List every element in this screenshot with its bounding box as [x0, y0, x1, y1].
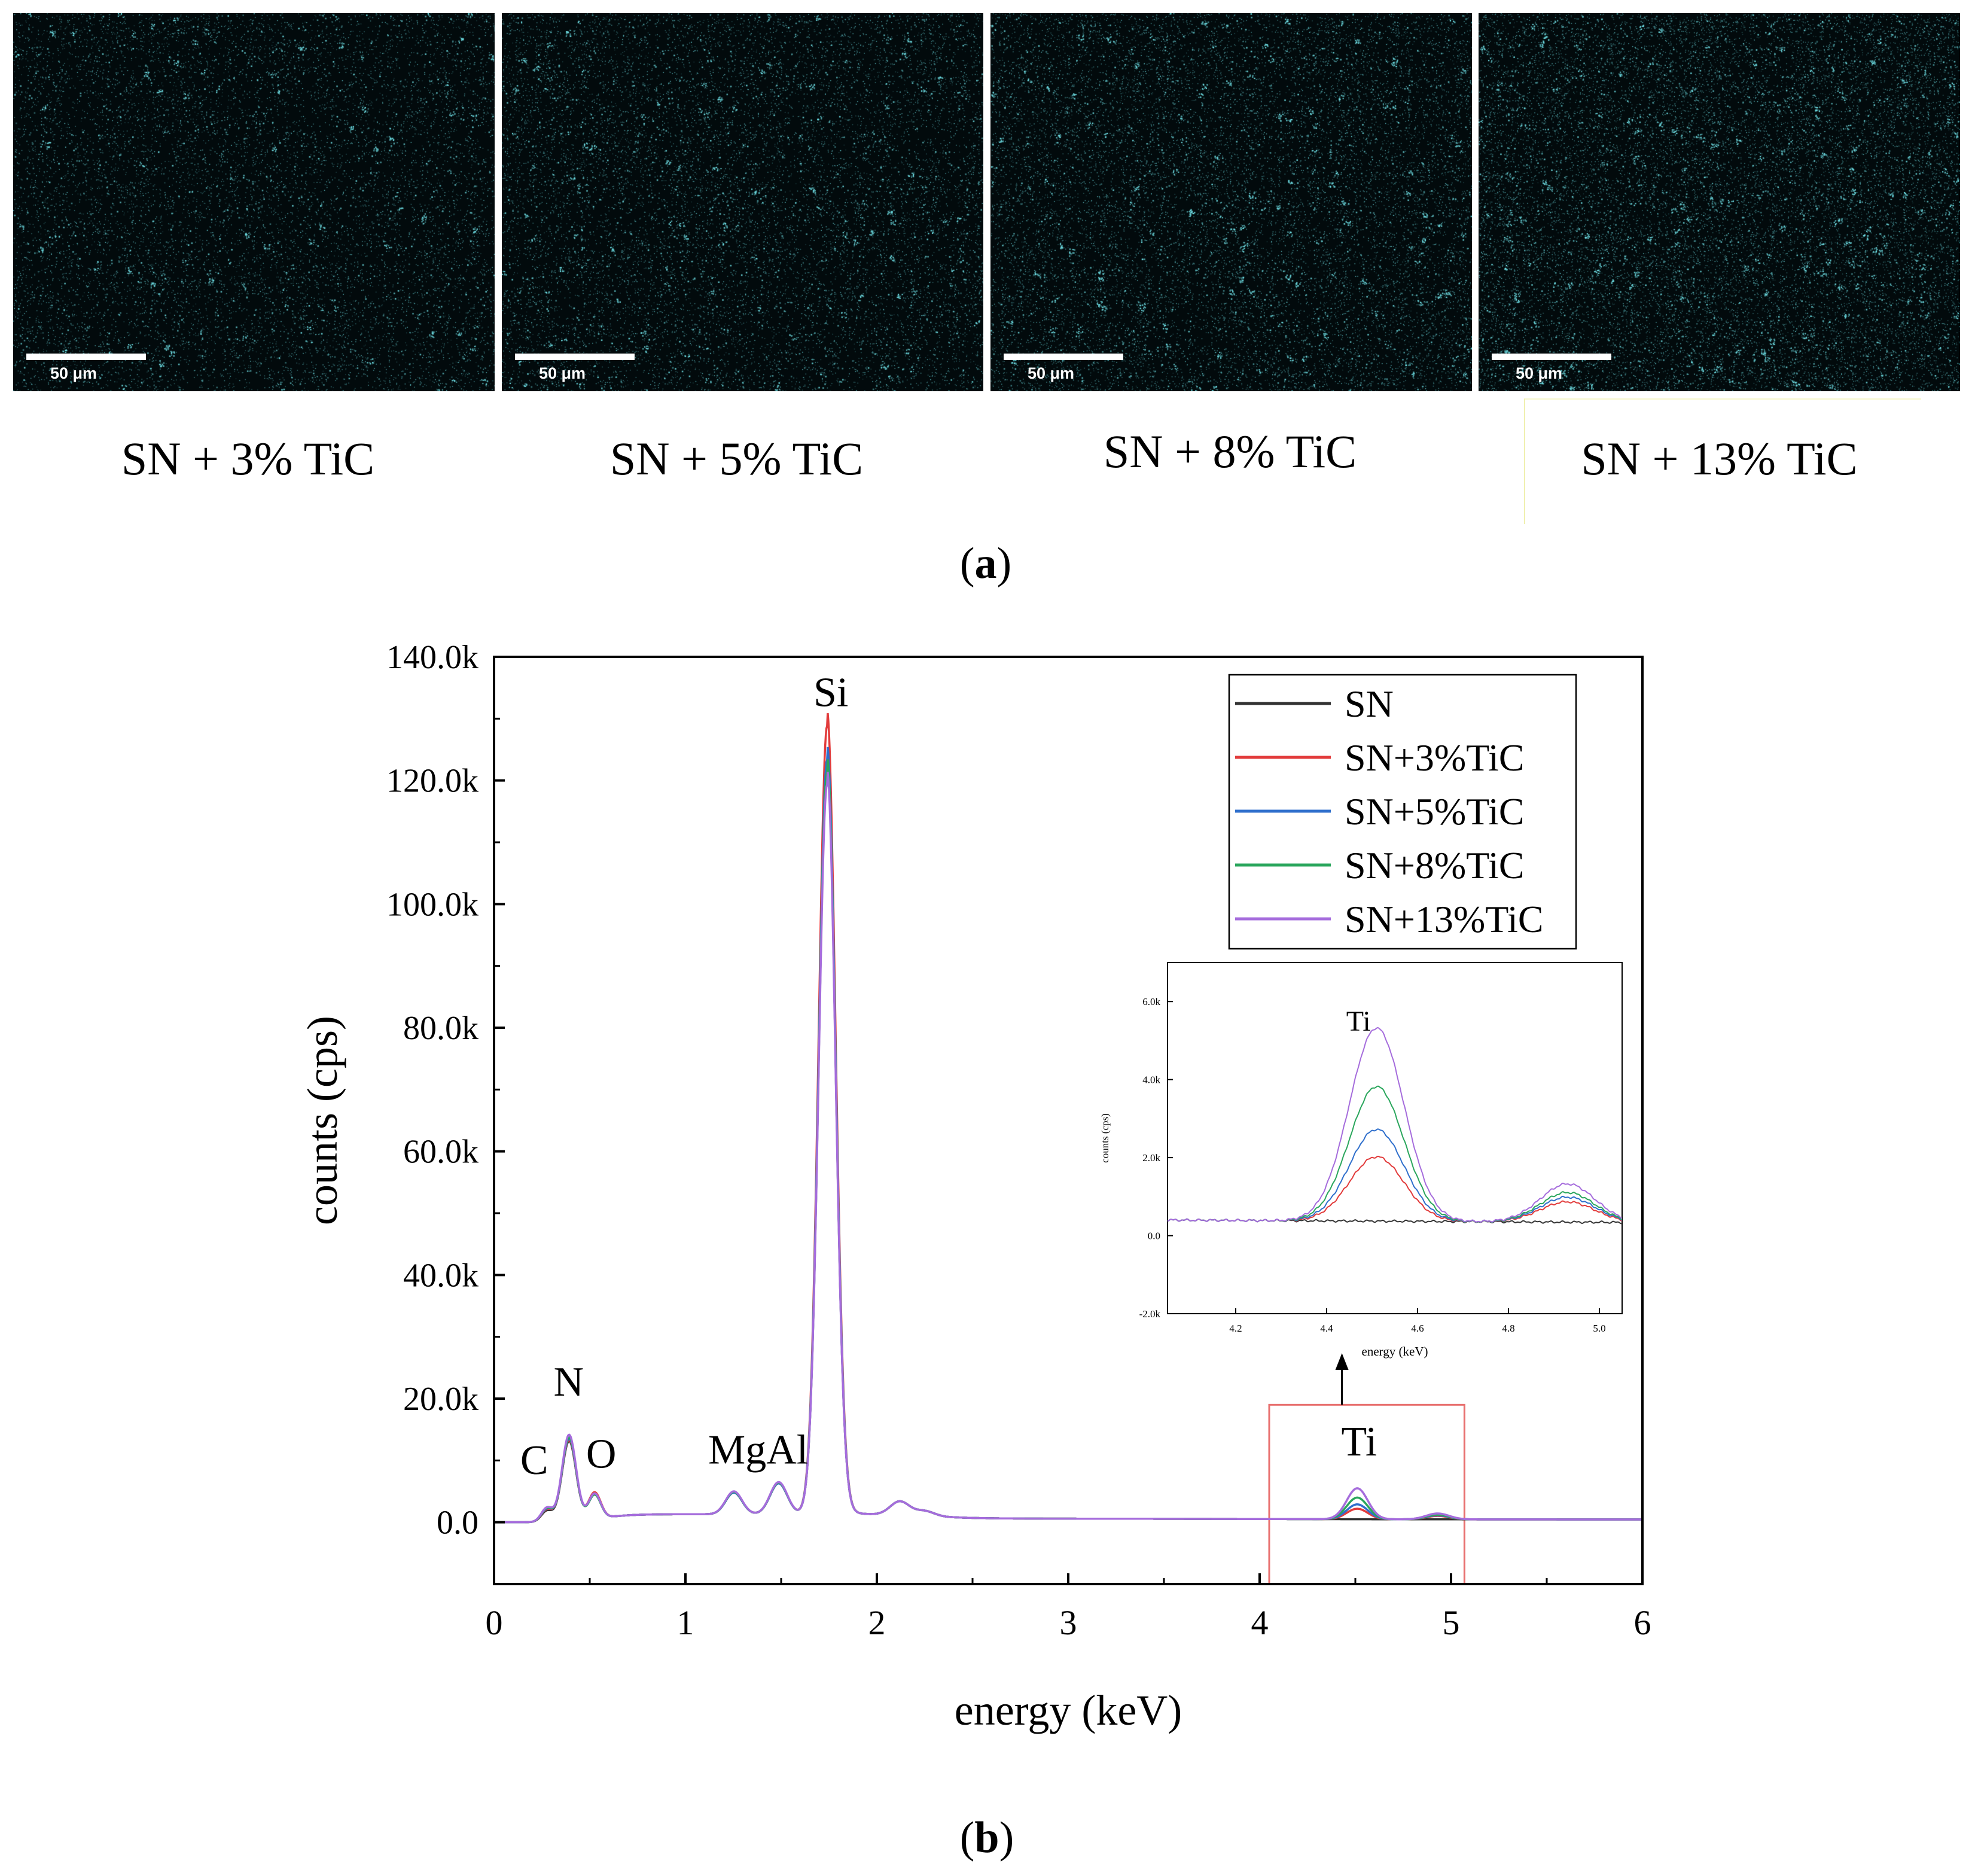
- inset-x-tick-label: 4.8: [1502, 1323, 1514, 1334]
- peak-label-c: C: [520, 1438, 548, 1484]
- eds-map-8pct: 50 μm: [990, 13, 1472, 391]
- peak-label-n: N: [554, 1359, 584, 1405]
- inset-y-tick-label: 2.0k: [1142, 1152, 1160, 1164]
- y-tick-label: 80.0k: [403, 1010, 478, 1047]
- panel-label-a: (a): [959, 539, 1012, 588]
- inset-plot: -2.0k 0.0 2.0k 4.0k 6.0k 4.2 4.4 4.6 4.8 5.0 energ…: [1099, 962, 1623, 1359]
- eds-map-5pct: 50 μm: [502, 13, 983, 391]
- y-tick-label: 20.0k: [403, 1381, 478, 1418]
- x-tick-label: 2: [868, 1603, 886, 1642]
- scale-bar: [1492, 354, 1611, 360]
- peak-label-o: O: [586, 1432, 617, 1478]
- peak-label-si: Si: [813, 670, 848, 716]
- eds-map-3pct: 50 μm: [13, 13, 495, 391]
- scale-label: 50 μm: [539, 364, 586, 382]
- y-axis-title: counts (cps): [298, 1016, 346, 1225]
- scale-bar: [1004, 354, 1123, 360]
- map-caption: SN + 8% TiC: [1103, 425, 1357, 477]
- scale-bar: [26, 354, 146, 360]
- inset-x-tick-label: 4.4: [1320, 1323, 1333, 1334]
- x-tick-label: 4: [1251, 1603, 1269, 1642]
- main-plot: 0.020.0k40.0k60.0k80.0k100.0k120.0k140.0…: [298, 639, 1651, 1734]
- peak-label-ti: Ti: [1342, 1419, 1377, 1465]
- scale-label: 50 μm: [1028, 364, 1075, 382]
- map-caption: SN + 3% TiC: [121, 433, 375, 485]
- x-tick-label: 1: [677, 1603, 694, 1642]
- caption-frame: [1524, 398, 1921, 524]
- panel-label-b: (b): [959, 1813, 1014, 1862]
- inset-y-tick-label: 6.0k: [1142, 996, 1160, 1007]
- legend: SN SN+3%TiC SN+5%TiC SN+8%TiC SN+13%TiC: [1228, 674, 1577, 950]
- scale-bar: [515, 354, 635, 360]
- inset-frame: [1167, 962, 1623, 1314]
- legend-box: [1228, 674, 1577, 950]
- y-tick-label: 0.0: [437, 1505, 478, 1542]
- x-tick-label: 3: [1060, 1603, 1077, 1642]
- inset-x-tick-label: 4.2: [1229, 1323, 1242, 1334]
- map-column-3pct: 50 μm SN + 3% TiC: [13, 0, 495, 538]
- y-tick-label: 120.0k: [386, 763, 478, 800]
- y-tick-label: 60.0k: [403, 1134, 478, 1171]
- legend-label: SN+3%TiC: [1345, 736, 1525, 779]
- map-column-13pct: 50 μm SN + 13% TiC: [1479, 0, 1960, 538]
- y-tick-label: 140.0k: [386, 639, 478, 676]
- inset-peak-label: Ti: [1346, 1006, 1371, 1037]
- eds-map-13pct: 50 μm: [1479, 13, 1960, 391]
- scale-label: 50 μm: [1516, 364, 1563, 382]
- inset-y-tick-label: 0.0: [1148, 1231, 1160, 1242]
- eds-map-canvas: [13, 13, 495, 391]
- peak-label-mgal: MgAl: [708, 1427, 808, 1473]
- eds-maps-row: 50 μm SN + 3% TiC 50 μm SN + 5% TiC 50 μ…: [0, 0, 1972, 538]
- x-axis-title: energy (keV): [955, 1686, 1182, 1734]
- inset-y-axis-title: counts (cps): [1099, 1113, 1111, 1163]
- map-caption: SN + 13% TiC: [1581, 433, 1858, 485]
- scale-label: 50 μm: [50, 364, 97, 382]
- legend-label: SN+5%TiC: [1345, 790, 1525, 833]
- x-tick-label: 6: [1634, 1603, 1651, 1642]
- map-caption: SN + 5% TiC: [609, 433, 864, 485]
- inset-x-tick-label: 5.0: [1593, 1323, 1605, 1334]
- inset-line-5: [1167, 1027, 1622, 1223]
- y-tick-label: 100.0k: [386, 886, 478, 923]
- spectrum-line-5: [494, 771, 1642, 1524]
- x-tick-label: 0: [486, 1603, 503, 1642]
- legend-label: SN+8%TiC: [1345, 844, 1525, 887]
- inset-x-axis-title: energy (keV): [1362, 1344, 1428, 1359]
- eds-map-canvas: [502, 13, 983, 391]
- eds-map-canvas: [990, 13, 1472, 391]
- eds-map-canvas: [1479, 13, 1960, 391]
- y-tick-label: 40.0k: [403, 1257, 478, 1294]
- inset-y-tick-label: -2.0k: [1139, 1308, 1161, 1320]
- legend-label: SN: [1345, 683, 1394, 725]
- inset-x-tick-label: 4.6: [1411, 1323, 1424, 1334]
- map-column-8pct: 50 μm SN + 8% TiC: [990, 0, 1472, 538]
- legend-label: SN+13%TiC: [1345, 898, 1544, 940]
- inset-y-tick-label: 4.0k: [1142, 1074, 1160, 1086]
- map-column-5pct: 50 μm SN + 5% TiC: [502, 0, 983, 538]
- x-tick-label: 5: [1443, 1603, 1460, 1642]
- inset-arrow-head: [1335, 1353, 1349, 1370]
